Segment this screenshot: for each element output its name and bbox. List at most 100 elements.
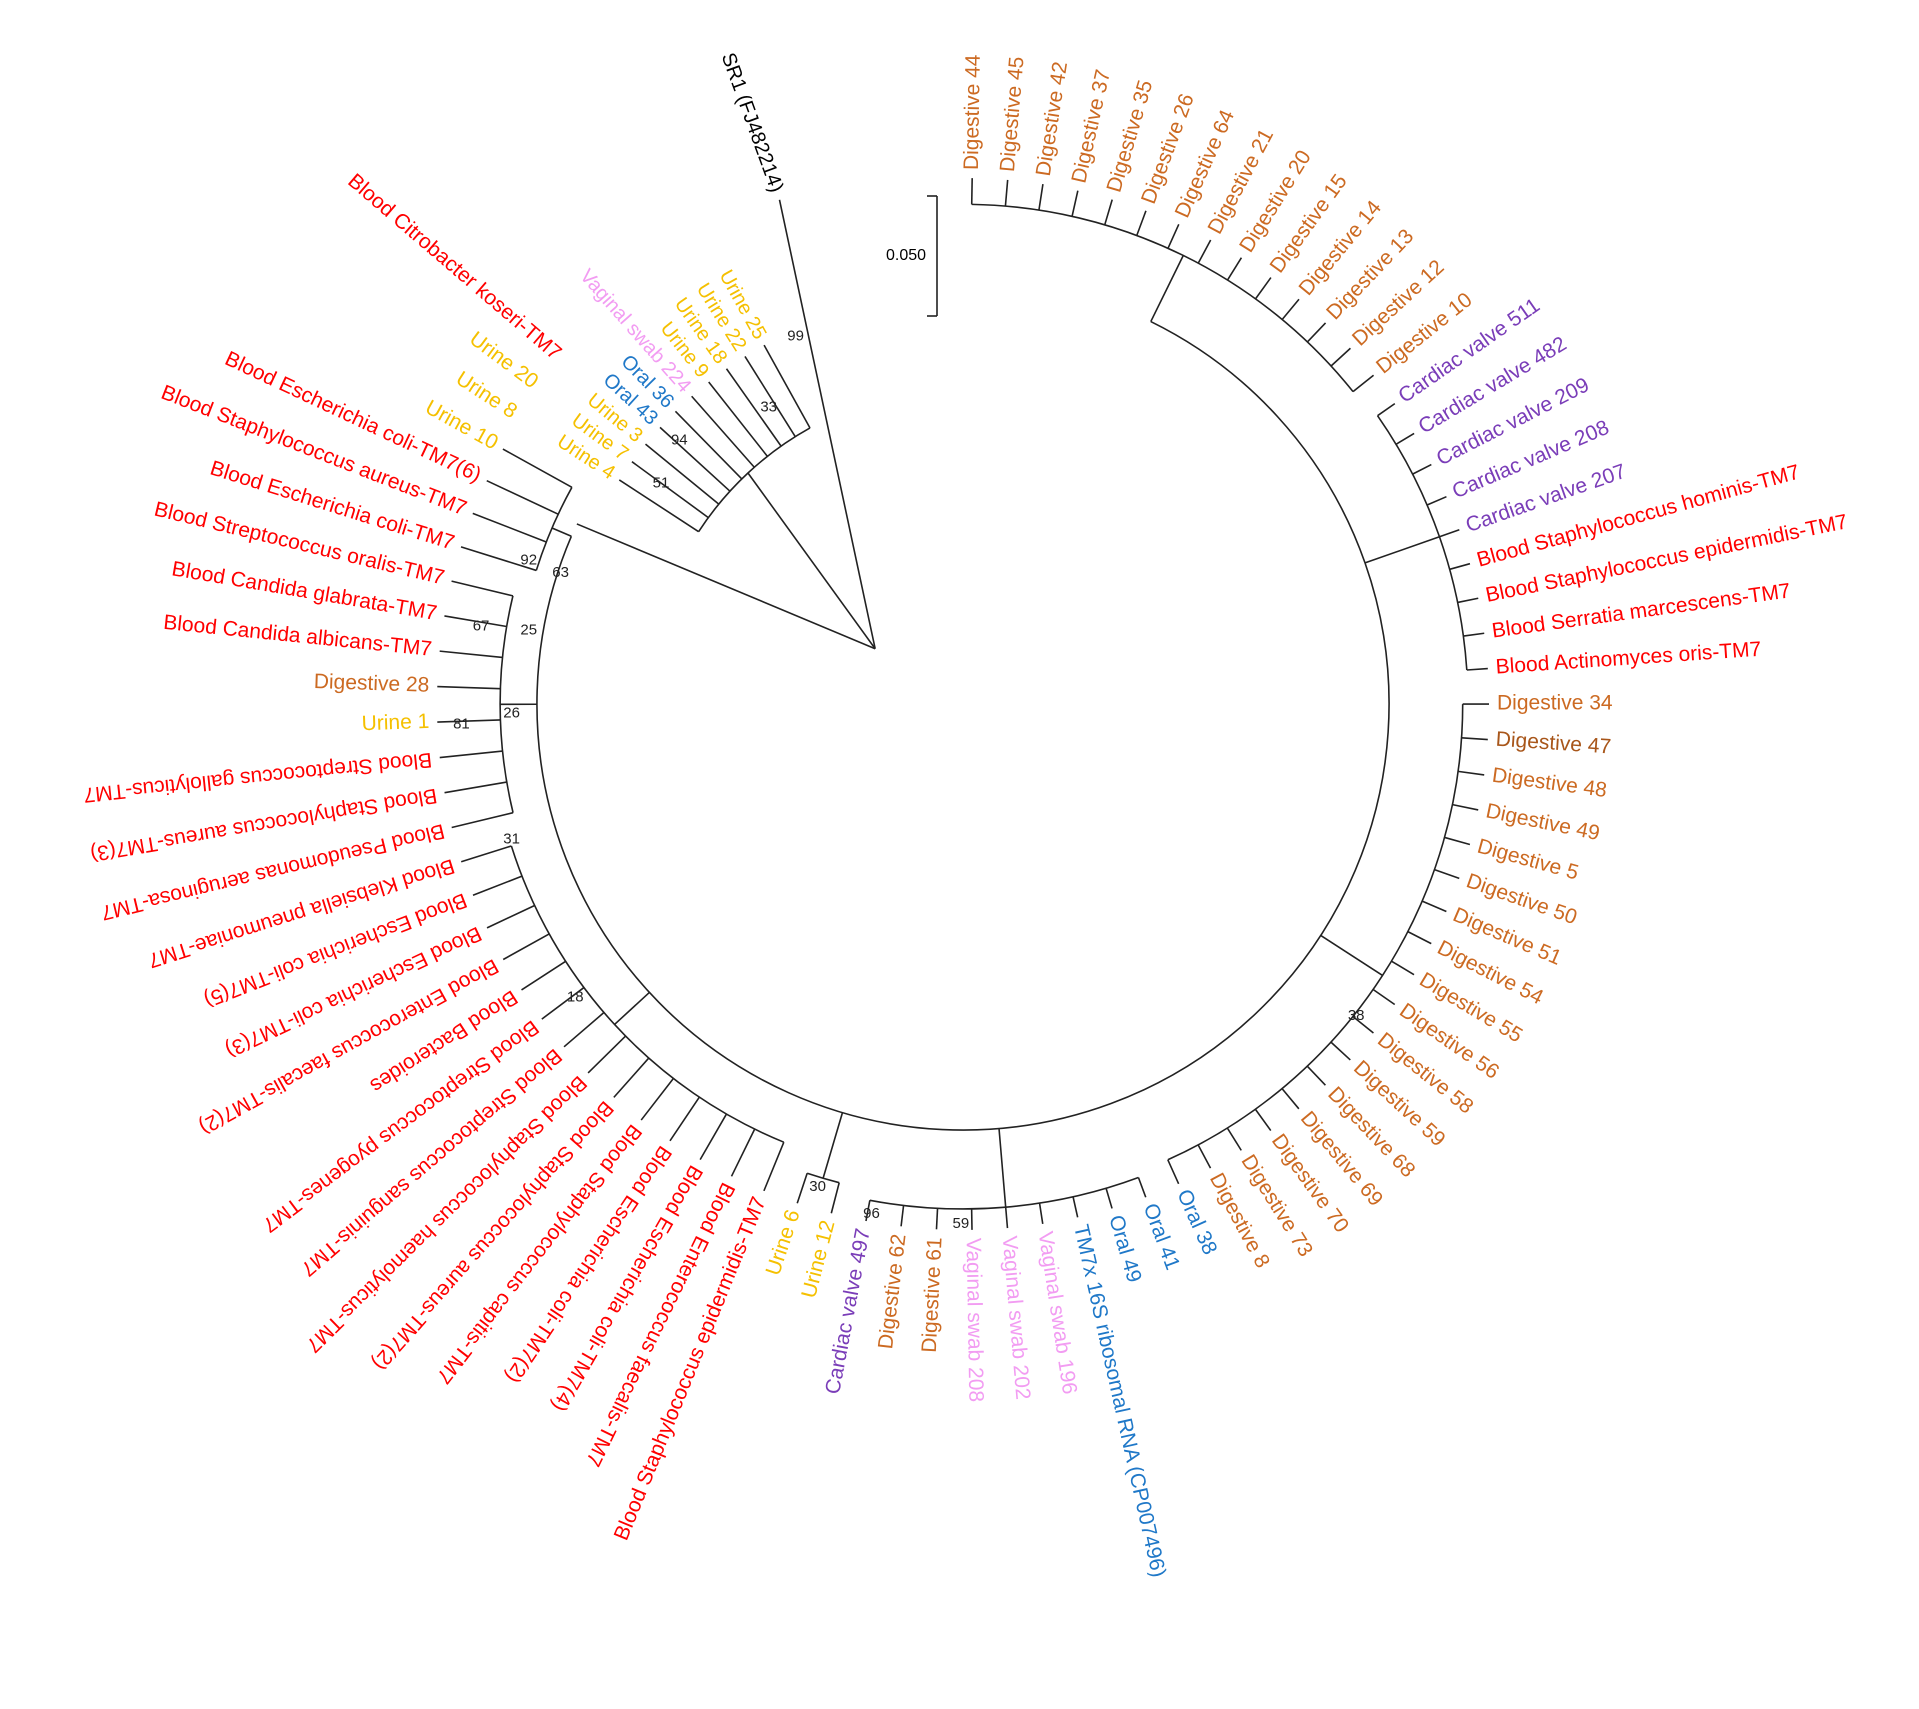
branch bbox=[1330, 347, 1351, 367]
branch bbox=[1226, 1127, 1242, 1151]
branch bbox=[444, 781, 507, 794]
branch bbox=[1412, 463, 1432, 475]
branch bbox=[1137, 1177, 1147, 1198]
branch bbox=[1306, 1065, 1326, 1086]
outgroup-label: SR1 (FJ482214) bbox=[717, 50, 788, 195]
bootstrap-value: 31 bbox=[503, 831, 520, 848]
branch bbox=[1452, 803, 1479, 811]
branch bbox=[645, 443, 720, 505]
bootstrap-value: 94 bbox=[671, 432, 688, 449]
leaf-label: Digestive 45 bbox=[996, 56, 1029, 173]
branch bbox=[486, 479, 559, 515]
branch bbox=[1458, 770, 1485, 776]
leaf-label: TM7x 16S ribosomal RNA (CP007496) bbox=[1069, 1222, 1170, 1579]
branch bbox=[830, 1182, 840, 1214]
branch bbox=[451, 811, 514, 829]
bootstrap-value: 30 bbox=[809, 1178, 826, 1195]
branch bbox=[1372, 988, 1396, 1006]
branch bbox=[1306, 322, 1327, 343]
branch bbox=[460, 845, 512, 863]
bootstrap-value: 26 bbox=[503, 705, 520, 722]
root-branch bbox=[576, 523, 876, 650]
branch bbox=[1071, 190, 1079, 217]
branch bbox=[865, 1200, 871, 1222]
branch bbox=[1461, 737, 1488, 741]
bootstrap-value: 38 bbox=[1348, 1007, 1365, 1024]
leaf-label: Digestive 34 bbox=[1497, 692, 1613, 715]
bootstrap-value: 25 bbox=[520, 621, 537, 638]
leaf-label: Oral 49 bbox=[1104, 1213, 1146, 1286]
branch bbox=[674, 410, 743, 480]
branch bbox=[437, 685, 501, 690]
bootstrap-value: 63 bbox=[552, 564, 569, 581]
leaf-label: Blood Actinomyces oris-TM7 bbox=[1495, 638, 1762, 679]
branch bbox=[1449, 562, 1471, 571]
branch bbox=[1434, 868, 1460, 880]
branch bbox=[1377, 402, 1396, 417]
branch bbox=[691, 395, 755, 468]
leaf-label: Urine 12 bbox=[797, 1218, 839, 1301]
branch bbox=[1136, 210, 1147, 236]
bootstrap-value: 33 bbox=[760, 399, 777, 416]
branch bbox=[1281, 1088, 1300, 1110]
branch-arc bbox=[1167, 704, 1464, 1161]
branch bbox=[1004, 179, 1009, 207]
branch bbox=[486, 904, 535, 929]
branch bbox=[613, 1057, 650, 1098]
bootstrap-value: 99 bbox=[787, 328, 804, 345]
scale-bar-label: 0.050 bbox=[886, 247, 926, 264]
outgroup-branch bbox=[778, 199, 876, 649]
branch bbox=[763, 344, 811, 429]
branch bbox=[502, 448, 573, 489]
branch bbox=[502, 933, 550, 961]
leaf-label: Vaginal swab 208 bbox=[962, 1238, 988, 1403]
bootstrap-value: 96 bbox=[863, 1205, 880, 1222]
branch bbox=[1281, 298, 1300, 321]
branch bbox=[1364, 536, 1440, 564]
leaf-label: Blood Candida albicans-TM7 bbox=[162, 611, 433, 661]
branch bbox=[444, 615, 507, 628]
branch bbox=[998, 1128, 1007, 1208]
branch bbox=[1457, 597, 1479, 604]
bootstrap-value: 81 bbox=[453, 716, 470, 733]
branch bbox=[439, 650, 503, 659]
branch bbox=[1320, 934, 1383, 977]
branch bbox=[1038, 1203, 1044, 1225]
branch bbox=[1103, 199, 1113, 226]
leaf-label: Blood Citrobacter koseri-TM7 bbox=[343, 169, 565, 364]
branch bbox=[1226, 257, 1243, 281]
leaf-label: Digestive 44 bbox=[960, 54, 985, 170]
branch bbox=[935, 1208, 939, 1230]
branch bbox=[1395, 432, 1415, 445]
branch bbox=[1004, 1207, 1009, 1229]
branch bbox=[796, 1172, 808, 1204]
branch bbox=[822, 1112, 844, 1179]
branch bbox=[1167, 223, 1180, 249]
branch bbox=[551, 527, 572, 537]
branch bbox=[1463, 632, 1485, 637]
branch bbox=[725, 368, 782, 447]
leaf-label: Digestive 49 bbox=[1484, 799, 1602, 845]
branch bbox=[659, 426, 731, 492]
bootstrap-value: 59 bbox=[952, 1215, 969, 1232]
branch bbox=[437, 719, 501, 723]
branch bbox=[1421, 900, 1447, 913]
bootstrap-value: 67 bbox=[473, 618, 490, 635]
branch bbox=[763, 1141, 785, 1192]
leaf-label: Digestive 48 bbox=[1491, 764, 1609, 802]
branch bbox=[1105, 1188, 1113, 1209]
branch-arc bbox=[536, 320, 1390, 1131]
branch bbox=[1391, 960, 1415, 976]
branch bbox=[669, 1096, 700, 1142]
branch bbox=[1352, 374, 1375, 393]
branch-arc bbox=[971, 203, 1354, 393]
branch bbox=[708, 381, 769, 457]
branch bbox=[472, 875, 523, 896]
branch bbox=[1466, 667, 1488, 671]
branch bbox=[699, 1113, 728, 1161]
branch bbox=[521, 960, 567, 991]
branch bbox=[472, 512, 547, 543]
branch bbox=[1254, 1108, 1272, 1132]
leaf-label: Digestive 28 bbox=[313, 670, 429, 697]
